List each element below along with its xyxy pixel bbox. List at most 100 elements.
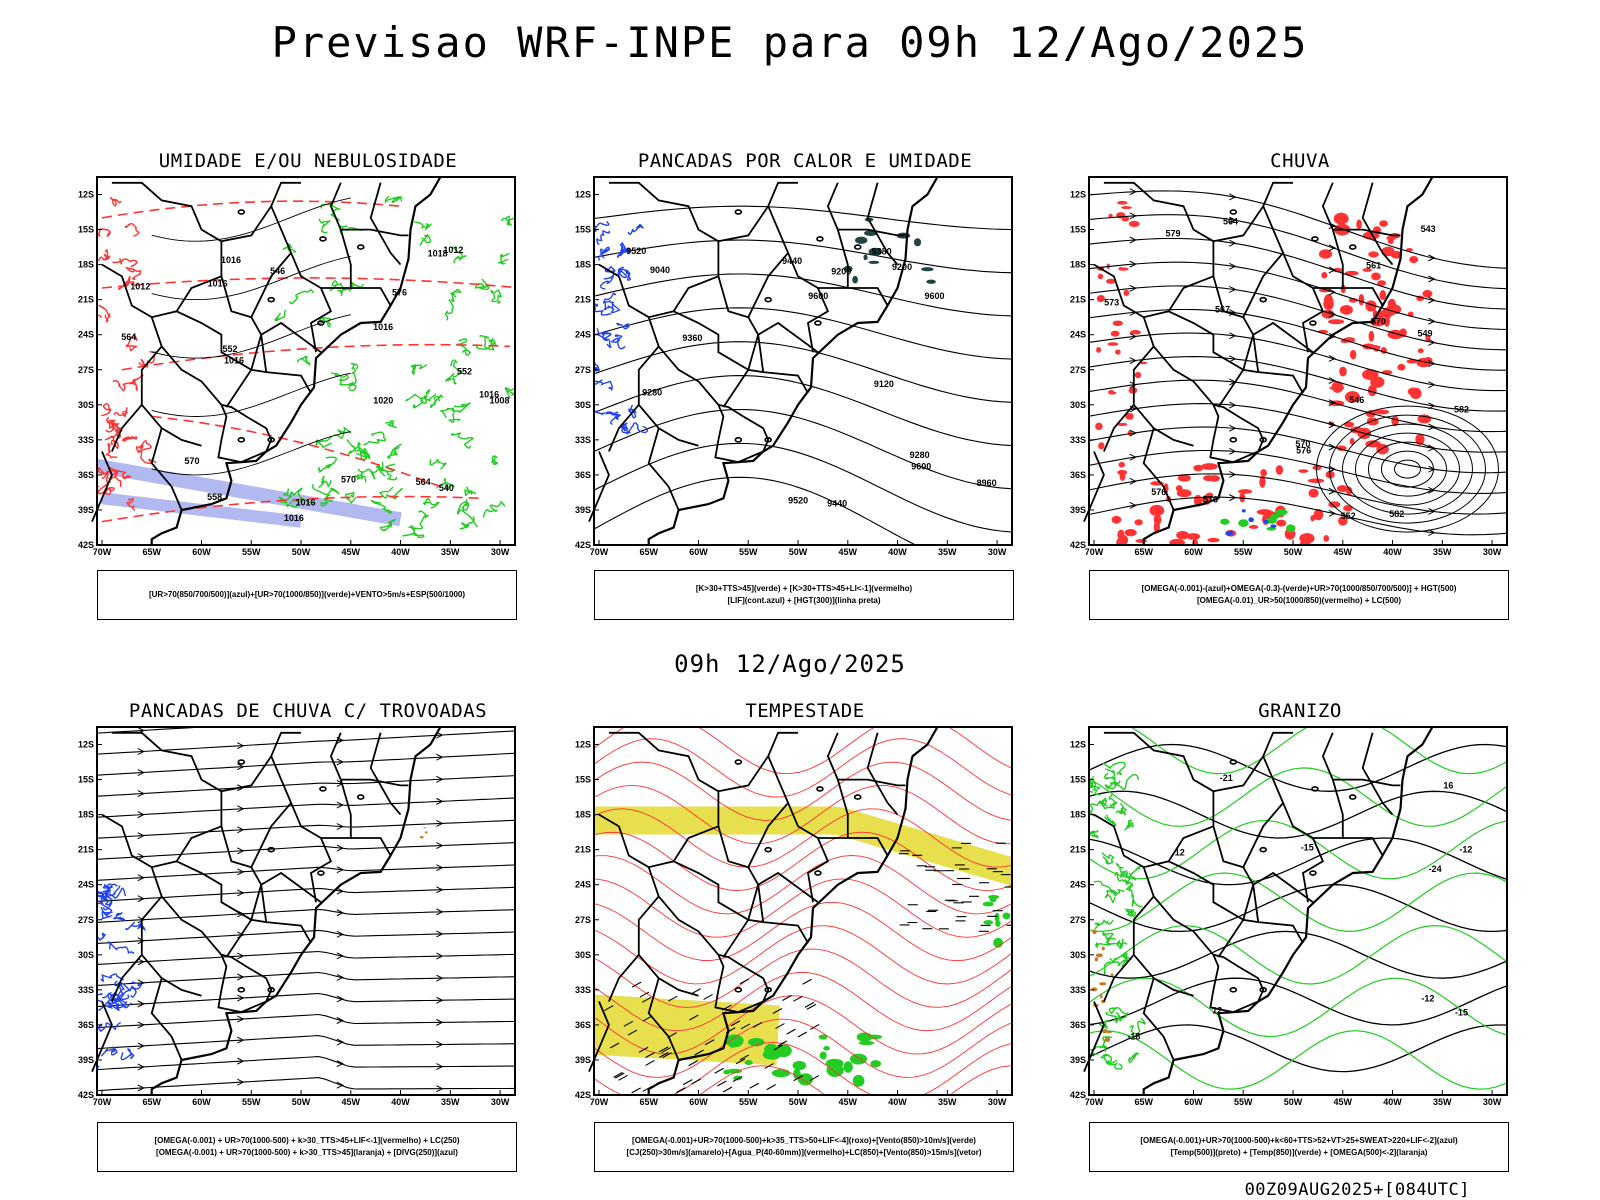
flow-arrow: [137, 895, 145, 903]
temperature-850-contour: [1099, 1019, 1110, 1034]
humidity-contour: [379, 518, 396, 532]
lat-tick-label: 15S: [575, 775, 591, 785]
flow-arrow: [237, 763, 245, 771]
wind-vector: [730, 1020, 741, 1027]
rain-area: [1129, 330, 1141, 335]
political-border: [111, 404, 143, 452]
rain-area: [1362, 369, 1379, 381]
rain-area: [1107, 342, 1119, 346]
lake: [317, 320, 325, 326]
divergence-contour: [100, 906, 114, 920]
thickness-contour: [124, 222, 140, 237]
wind-area: [723, 1069, 731, 1075]
thickness-contour: [122, 435, 138, 442]
wind-vector: [639, 991, 650, 998]
lon-tick-label: 40W: [888, 547, 907, 557]
humidity-contour: [384, 195, 403, 204]
temperature-850-contour: [1089, 872, 1507, 933]
legend-line: [K>30+TTS>45](verde) + [K>30+TTS>45+LI<-…: [695, 584, 913, 593]
streamline: [97, 864, 515, 881]
rain-area: [1387, 298, 1397, 311]
contour-label: 552: [457, 366, 472, 376]
lon-tick-label: 45W: [839, 547, 858, 557]
temperature-850-contour: [1102, 761, 1126, 776]
humidity-contour: [412, 393, 437, 409]
humidity-contour: [282, 242, 297, 254]
lon-tick-label: 40W: [391, 1097, 410, 1107]
temperature-850-contour: [1094, 918, 1114, 930]
lake: [764, 296, 772, 303]
streamline-850: [594, 901, 1012, 962]
lifted-index-contour: [618, 268, 632, 281]
lake: [764, 987, 772, 993]
political-border: [598, 731, 720, 869]
omega-area: [1094, 957, 1099, 962]
flow-arrow: [137, 1042, 145, 1050]
wind-vector: [797, 1031, 808, 1038]
rain-area: [1106, 278, 1116, 284]
humidity-contour: [449, 289, 462, 303]
contour-label: 1016: [221, 255, 241, 265]
wind-vector: [775, 1023, 785, 1030]
low-pressure-contour: [1393, 459, 1421, 479]
height-contour: [594, 442, 1012, 533]
flow-arrow: [137, 958, 145, 966]
omega-area: [1220, 518, 1230, 525]
flow-arrow: [336, 930, 344, 938]
political-border: [1093, 731, 1215, 869]
wind-vector: [691, 1078, 701, 1085]
wind-vector: [717, 1080, 727, 1087]
lat-tick-label: 12S: [575, 190, 591, 200]
rain-area: [1096, 294, 1105, 303]
contour-label: 1016: [284, 513, 304, 523]
lat-tick-label: 36S: [78, 470, 94, 480]
lat-tick-label: 36S: [1070, 470, 1086, 480]
contour-label: 1016: [296, 498, 316, 508]
political-border: [598, 181, 720, 319]
lake: [1229, 437, 1238, 443]
flow-arrow: [336, 952, 344, 960]
temperature-850-contour: [1089, 830, 1099, 839]
contour-label: 570: [1371, 316, 1386, 326]
rain-area: [1176, 530, 1190, 540]
omega-area: [1241, 509, 1246, 513]
political-border: [260, 871, 322, 923]
wind-area: [792, 1060, 807, 1071]
flow-arrow: [436, 974, 444, 982]
political-border: [1209, 953, 1265, 1014]
flow-arrow: [436, 886, 444, 894]
thickness-contour: [125, 335, 138, 352]
flow-arrow: [436, 1063, 444, 1071]
omega-area: [1248, 517, 1254, 523]
political-border: [1361, 182, 1394, 266]
wind-area: [843, 1061, 853, 1073]
flow-arrow: [1129, 477, 1137, 485]
rain-area: [1125, 413, 1134, 420]
contour-label: 546: [270, 266, 285, 276]
rain-area: [1336, 485, 1349, 492]
omega-area: [1101, 946, 1105, 951]
lon-tick-label: 60W: [192, 1097, 211, 1107]
lon-tick-label: 65W: [142, 1097, 161, 1107]
streamline-850: [594, 831, 1012, 891]
map-border: [593, 176, 1013, 546]
lat-tick-label: 36S: [1070, 1020, 1086, 1030]
political-border: [866, 182, 899, 266]
humidity-contour: [346, 439, 362, 456]
wind-area: [744, 1060, 753, 1066]
rain-area: [1417, 348, 1424, 354]
political-border: [369, 182, 402, 266]
political-border: [111, 954, 143, 1002]
panel-5-legend: [OMEGA(-0.001)+UR>70(1000-500)+k>35_TTS>…: [594, 1122, 1014, 1172]
wind-vector: [773, 1044, 784, 1051]
map-base: [594, 177, 1012, 545]
omega-area: [1095, 953, 1103, 958]
legend-line: [OMEGA(-0.001)-(azul)+OMEGA(-0.3)-(verde…: [1141, 584, 1457, 593]
political-border: [807, 837, 830, 903]
wind-vector: [691, 988, 702, 995]
rain-area: [1307, 478, 1325, 483]
lake: [853, 794, 862, 800]
flow-arrow: [1428, 360, 1436, 367]
legend-line: [OMEGA(-0.001)+UR>70(1000-500)+k>35_TTS>…: [632, 1136, 976, 1145]
rain-area: [1124, 528, 1137, 537]
